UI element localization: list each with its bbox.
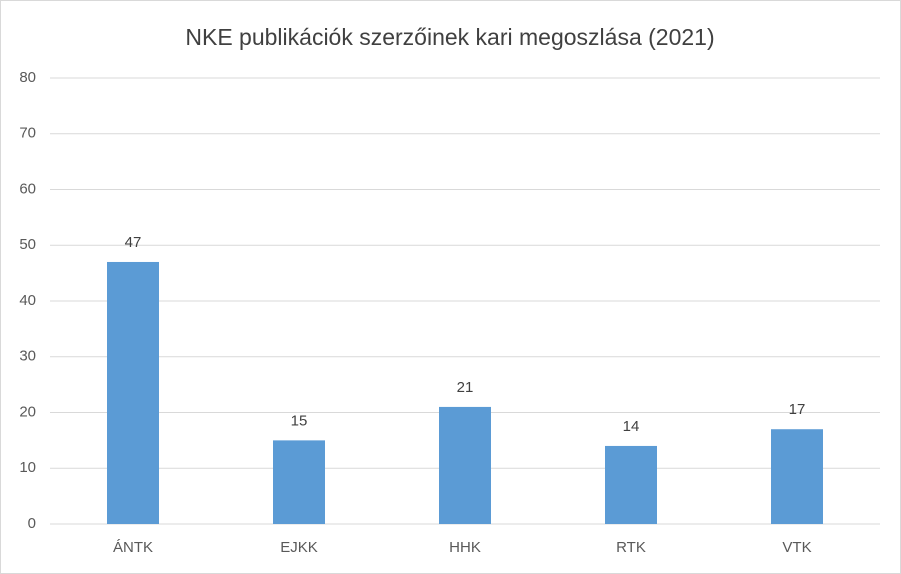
chart-title: NKE publikációk szerzőinek kari megoszlá… (185, 24, 714, 50)
x-tick-label: HHK (449, 539, 481, 556)
bar (771, 429, 823, 524)
x-tick-label: VTK (782, 539, 811, 556)
y-tick-label: 0 (28, 515, 36, 532)
y-tick-label: 10 (19, 459, 36, 476)
y-tick-label: 50 (19, 236, 36, 253)
bar (107, 261, 159, 524)
y-tick-label: 80 (19, 69, 36, 86)
bar (439, 406, 491, 524)
data-label: 17 (789, 401, 806, 418)
data-label: 47 (125, 234, 142, 251)
y-tick-label: 70 (19, 125, 36, 142)
y-tick-label: 30 (19, 348, 36, 365)
bar (605, 445, 657, 524)
bar (273, 440, 325, 524)
data-label: 21 (457, 379, 474, 396)
y-tick-label: 20 (19, 403, 36, 420)
y-tick-label: 40 (19, 292, 36, 309)
x-tick-label: RTK (616, 539, 646, 556)
x-tick-label: EJKK (280, 539, 318, 556)
x-tick-label: ÁNTK (113, 539, 153, 556)
y-tick-label: 60 (19, 180, 36, 197)
data-label: 14 (623, 418, 640, 435)
data-label: 15 (291, 412, 308, 429)
